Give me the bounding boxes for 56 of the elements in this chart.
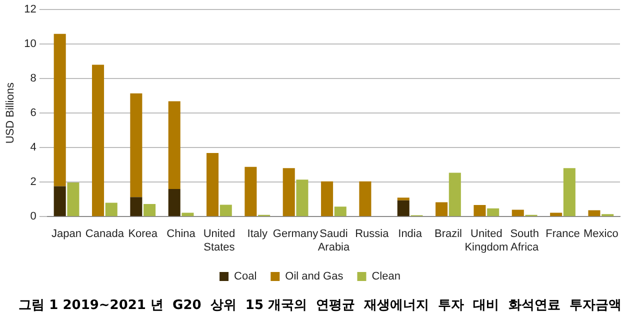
y-axis-title: USD Billions <box>4 82 17 144</box>
x-tick-label: Brazil <box>434 228 462 240</box>
bar <box>244 166 257 216</box>
legend-label: Oil and Gas <box>285 270 344 283</box>
x-tick-label: United States <box>203 228 236 254</box>
legend-label: Clean <box>372 270 400 283</box>
x-tick-label: Saudi Arabia <box>318 228 350 254</box>
x-tick-label: Korea <box>128 228 158 240</box>
bar <box>168 189 180 216</box>
text: 그림 1 2019~2021 년 G20 상위 15 개국의 연평균 재생에너지 투자 대비 화석연료 투자금액 <box>18 297 622 314</box>
bar <box>588 210 600 216</box>
bar <box>130 197 142 216</box>
y-tick-label: 8 <box>30 72 36 85</box>
y-tick-label: 6 <box>30 107 36 120</box>
y-tick-label: 0 <box>30 210 36 223</box>
bar <box>397 198 410 200</box>
bar <box>448 172 461 216</box>
bar <box>182 212 194 216</box>
bar <box>474 205 486 216</box>
x-tick-label: South Africa <box>510 228 540 254</box>
y-tick-label: 4 <box>30 142 36 154</box>
x-tick-label: India <box>398 228 423 240</box>
x-tick-label: Mexico <box>583 228 618 240</box>
x-tick-label: United Kingdom <box>464 228 508 254</box>
bar <box>334 206 346 216</box>
bar <box>105 202 118 216</box>
y-tick-label: 10 <box>24 38 36 50</box>
y-tick-label: 2 <box>30 176 36 188</box>
x-tick-label: Russia <box>355 228 390 240</box>
bar <box>130 93 142 198</box>
bar <box>436 202 448 216</box>
x-tick-label: Japan <box>52 228 82 240</box>
bar <box>296 180 308 216</box>
x-tick-label: Canada <box>85 228 125 240</box>
bar <box>206 152 219 216</box>
bar <box>550 212 562 216</box>
bar <box>282 168 295 216</box>
bar <box>487 208 500 216</box>
bar <box>92 64 104 216</box>
legend-label: Coal <box>234 270 257 283</box>
x-tick-label: Germany <box>272 228 319 240</box>
x-tick-label: Italy <box>247 228 268 240</box>
bar <box>321 181 334 216</box>
bar <box>54 34 66 186</box>
bar <box>220 204 232 216</box>
x-tick-label: China <box>166 228 196 240</box>
bar <box>144 204 156 216</box>
bar <box>512 210 524 216</box>
bar <box>67 182 80 216</box>
y-tick-label: 12 <box>24 4 36 16</box>
bar <box>563 168 576 216</box>
bar <box>397 200 410 216</box>
bar <box>359 181 372 216</box>
x-tick-label: France <box>546 228 580 240</box>
bar <box>168 101 180 189</box>
bar <box>54 186 66 216</box>
